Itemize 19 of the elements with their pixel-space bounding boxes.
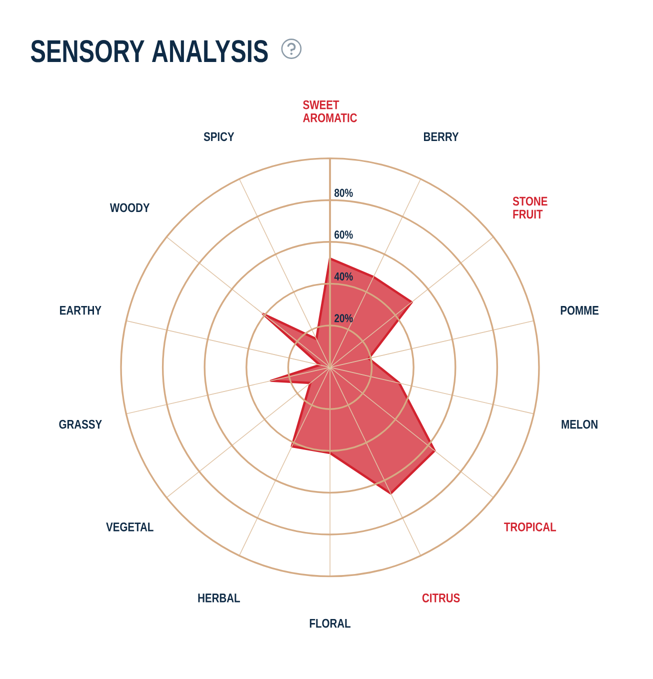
spoke-label: WOODY [110, 203, 150, 212]
chart-title: SENSORY ANALYSIS [30, 40, 268, 62]
spoke-label: POMME [560, 306, 599, 315]
spoke-label: SWEET AROMATIC [303, 100, 357, 122]
spoke-label: FLORAL [310, 618, 350, 628]
spoke-label: MELON [562, 420, 598, 429]
y-tick-label: 80% [334, 188, 353, 197]
spoke-label: GRASSY [59, 420, 102, 429]
y-tick-label: 20% [334, 314, 353, 322]
spoke-label: HERBAL [198, 594, 240, 602]
spoke-label: VEGETAL [106, 522, 154, 532]
spoke-label: TROPICAL [504, 522, 556, 532]
y-tick-label: 60% [334, 230, 353, 239]
spoke-label: CITRUS [422, 594, 460, 602]
spoke-label: BERRY [424, 132, 459, 141]
spoke-label: STONE FRUIT [512, 196, 548, 219]
spoke-label: SPICY [204, 132, 234, 142]
spoke-label: EARTHY [60, 306, 102, 315]
y-tick-label: 40% [334, 272, 353, 280]
